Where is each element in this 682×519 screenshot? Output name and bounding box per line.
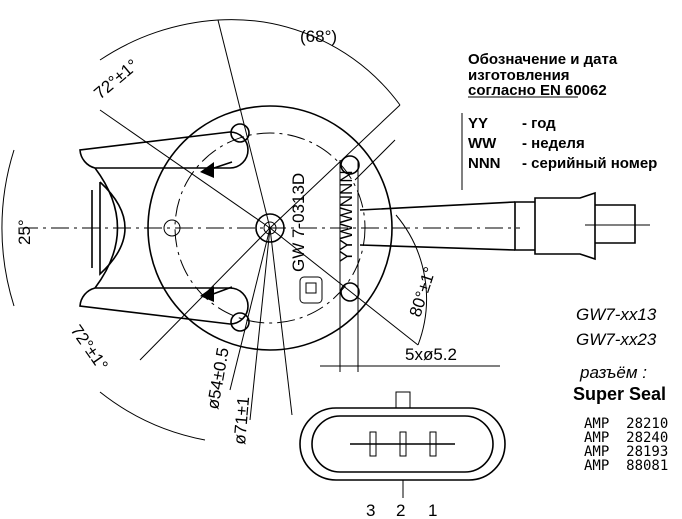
- heating-element-path: [80, 132, 248, 168]
- heating-element-path: [80, 288, 248, 324]
- dimension-lines-path: [100, 20, 218, 60]
- connector-face: [300, 392, 505, 498]
- legend-code: WW: [468, 135, 497, 152]
- legend-title: Обозначение и дата: [468, 51, 618, 68]
- drawing: (68°) 72°±1° 25° 72°±1° ø54±0.5 ø71±1 80…: [0, 0, 682, 519]
- dimension-label: 80°±1°: [406, 265, 440, 320]
- dimension-label: 72°±1°: [67, 321, 112, 374]
- legend-meaning: - неделя: [522, 135, 585, 152]
- cable-path: [515, 193, 635, 259]
- model: GW7-xx13: [576, 305, 657, 324]
- sensor-body-path: [306, 283, 316, 293]
- sensor-body-line: [250, 228, 270, 420]
- pin-number: 1: [428, 501, 437, 519]
- connector-label: разъём :: [579, 363, 647, 382]
- cable: [360, 193, 650, 259]
- dimension-label: 72°±1°: [90, 56, 142, 104]
- dimension-label: ø71±1: [230, 396, 253, 446]
- dimension-label: (68°): [300, 27, 337, 46]
- dimension-lines: [2, 20, 500, 440]
- dimension-label: ø54±0.5: [203, 346, 233, 411]
- legend-meaning: - год: [522, 115, 556, 132]
- dimension-label: 25°: [15, 219, 34, 245]
- arrow: [200, 162, 214, 178]
- part-number: AMP 88081: [584, 458, 668, 474]
- marking-text: YYWWNNN: [337, 170, 356, 262]
- connector-face-rect: [396, 392, 410, 408]
- cable-path: [360, 202, 515, 250]
- connector-name: Super Seal: [573, 384, 666, 404]
- legend-code: NNN: [468, 155, 501, 172]
- model: GW7-xx23: [576, 330, 657, 349]
- sensor-body-line: [230, 228, 270, 390]
- legend-meaning: - серийный номер: [522, 155, 657, 172]
- marking-text: GW 7-0313D: [289, 173, 308, 272]
- sensor-body-rect: [300, 277, 322, 303]
- pin-number: 2: [396, 501, 405, 519]
- pin-number: 3: [366, 501, 375, 519]
- dimension-label: 5xø5.2: [405, 345, 457, 364]
- dimension-lines-path: [2, 150, 14, 306]
- legend-title: согласно EN 60062: [468, 82, 607, 99]
- legend-code: YY: [468, 115, 488, 132]
- dimension-lines-path: [100, 392, 205, 440]
